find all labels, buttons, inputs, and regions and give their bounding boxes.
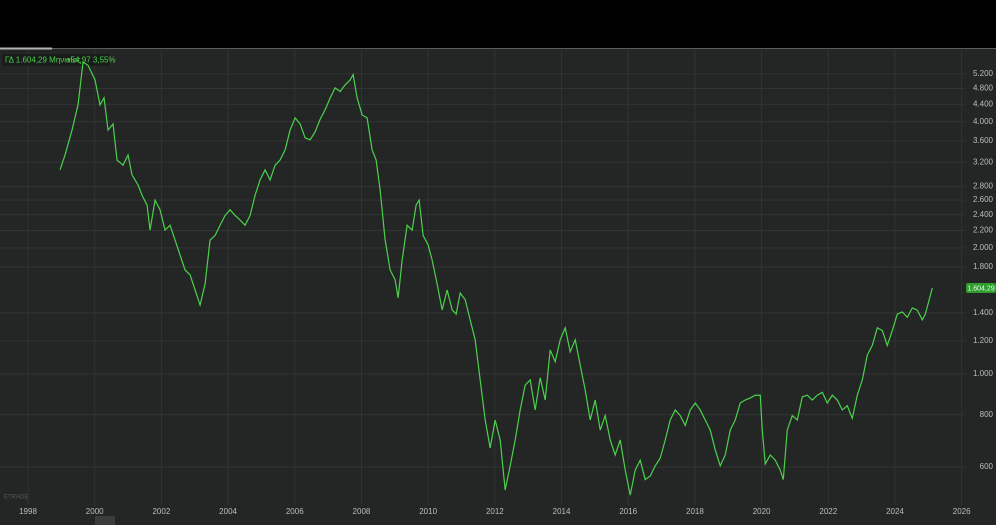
y-tick-label: 800 [980,410,994,419]
y-tick-label: 3.200 [973,157,994,166]
y-tick-label: 1.800 [973,262,994,271]
y-tick-label: 2.000 [973,243,994,252]
y-tick-label: 1.200 [973,336,994,345]
x-tick-label: 2004 [219,507,237,516]
price-line [59,61,933,496]
y-tick-label: 4.000 [973,117,994,126]
price-tag-box [966,282,996,293]
x-tick-label: 2012 [486,507,504,516]
x-tick-label: 2018 [686,507,704,516]
price-tag: 1.604,29 [967,285,994,292]
chart-title: ΓΔ 1.604,29 Μηνιαίος [5,56,81,65]
x-tick-label: 2002 [152,507,170,516]
x-tick-label: 2010 [419,507,437,516]
x-tick-label: 2008 [353,507,371,516]
y-tick-label: 5.200 [973,69,994,78]
y-tick-label: 2.800 [973,182,994,191]
watermark: ETRADE [4,495,28,501]
x-tick-label: 2024 [886,507,904,516]
x-tick-label: 2026 [953,507,971,516]
x-tick-label: 2020 [753,507,771,516]
x-tick-label: 2006 [286,507,304,516]
y-tick-label: 1.000 [973,369,994,378]
change-label: +54,97 3,55% [66,56,116,65]
x-tick-label: 2000 [86,507,104,516]
y-tick-label: 2.200 [973,226,994,235]
y-tick-label: 4.800 [973,84,994,93]
y-tick-label: 4.400 [973,99,994,108]
y-tick-label: 3.600 [973,136,994,145]
x-tick-label: 2016 [619,507,637,516]
scroll-thumb[interactable] [95,516,115,525]
x-tick-label: 2014 [553,507,571,516]
top-bar [0,0,996,48]
x-tick-label: 1998 [19,507,37,516]
y-tick-label: 2.400 [973,210,994,219]
plot-background [0,48,996,525]
x-tick-label: 2022 [819,507,837,516]
y-tick-label: 2.600 [973,195,994,204]
y-tick-label: 600 [980,462,994,471]
y-tick-label: 1.400 [973,308,994,317]
